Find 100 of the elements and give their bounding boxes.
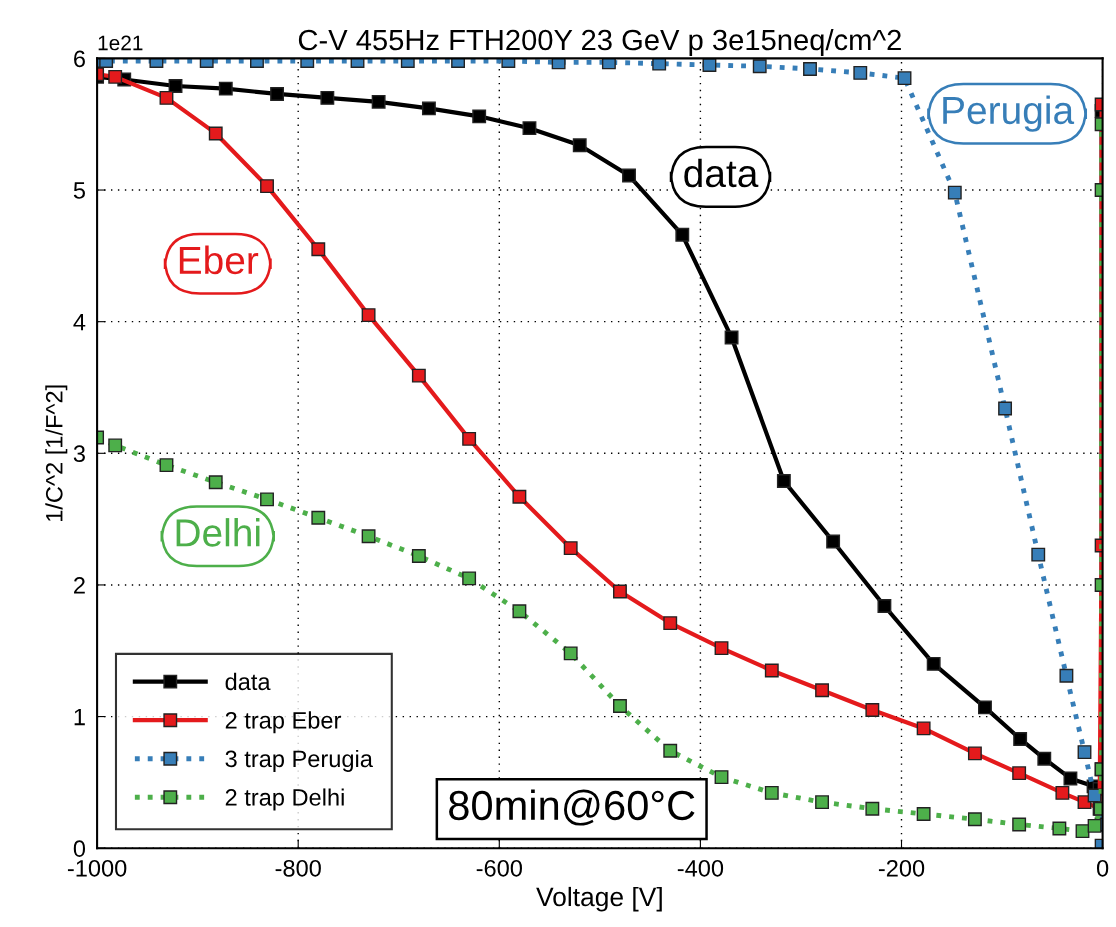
point [1055, 785, 1070, 800]
point [551, 58, 566, 70]
point [411, 549, 426, 563]
point [776, 474, 791, 488]
point [208, 126, 223, 141]
point [159, 458, 174, 473]
point [724, 330, 739, 345]
point [208, 475, 223, 490]
point [1075, 824, 1090, 839]
point [1059, 668, 1074, 683]
point [998, 401, 1013, 416]
x-tick-label: 0 [1096, 859, 1109, 877]
text: 1e21 [98, 35, 143, 51]
x-tick-label: -400 [677, 859, 724, 877]
point [421, 101, 436, 116]
annotation: Delhi [176, 518, 260, 547]
chart-title: C-V 455Hz FTH200Y 23 GeV p 3e15neq/cm^2 [298, 28, 901, 57]
point [916, 807, 931, 821]
point [826, 534, 841, 549]
point [563, 541, 578, 556]
point [916, 721, 931, 736]
point [803, 61, 817, 76]
legend-label: 2 trap Eber [225, 711, 342, 734]
point [702, 58, 717, 72]
point [168, 79, 183, 93]
point [714, 641, 729, 656]
point [1012, 766, 1027, 781]
point [675, 227, 690, 242]
point [472, 109, 487, 124]
point [462, 431, 477, 446]
point [311, 242, 326, 257]
point [601, 58, 616, 70]
point [1031, 547, 1046, 562]
point [260, 179, 274, 194]
point [512, 489, 527, 504]
point [512, 604, 527, 619]
point [714, 770, 729, 785]
point [522, 121, 537, 136]
point [613, 699, 627, 713]
x-tick-label: -600 [476, 859, 523, 877]
point [622, 168, 636, 183]
point [361, 529, 376, 544]
point [1013, 732, 1028, 746]
annotation: data [684, 158, 759, 188]
point [967, 812, 982, 827]
point [947, 185, 962, 200]
y-tick-label: 6 [74, 50, 85, 68]
annotation: Perugia [943, 95, 1075, 132]
point [361, 308, 376, 323]
point [563, 646, 578, 661]
point [371, 94, 386, 109]
point [865, 801, 880, 816]
point [108, 438, 123, 453]
point [815, 683, 830, 698]
point [1063, 771, 1078, 786]
point [663, 616, 678, 631]
x-tick-label: -1000 [67, 859, 127, 877]
point [1037, 751, 1052, 766]
legend-label: 3 trap Perugia [225, 749, 373, 772]
point [652, 58, 667, 71]
point [270, 86, 285, 101]
point [877, 599, 892, 613]
point [260, 492, 274, 507]
x-axis-title: Voltage [V] [536, 886, 662, 912]
point [967, 746, 982, 761]
point [978, 700, 992, 715]
point [1012, 817, 1027, 832]
point [926, 656, 941, 671]
point [764, 785, 779, 800]
point [613, 584, 627, 599]
y-tick-label: 2 [74, 577, 85, 594]
point [159, 90, 174, 105]
y-tick-label: 1 [74, 708, 85, 726]
point [853, 65, 868, 80]
point [865, 703, 880, 717]
legend-label: data [225, 672, 271, 691]
point [572, 138, 587, 153]
point [663, 743, 678, 758]
x-tick-label: -800 [275, 859, 321, 877]
x-tick-label: -200 [878, 859, 925, 877]
legend-label: 2 trap Delhi [225, 788, 344, 811]
point [897, 71, 912, 86]
point [1052, 821, 1067, 836]
point [218, 81, 233, 96]
y-tick-label: 4 [73, 313, 86, 331]
point [411, 368, 426, 383]
point [1077, 745, 1092, 760]
y-tick-label: 3 [73, 445, 85, 463]
annotation: Eber [179, 245, 259, 275]
point [320, 90, 335, 105]
annotation: 80min@60°C [449, 789, 695, 826]
point [764, 663, 779, 678]
point [752, 59, 767, 74]
point [815, 795, 830, 810]
point [311, 510, 326, 525]
y-tick-label: 5 [73, 182, 85, 199]
point [462, 571, 477, 586]
y-tick-label: 0 [73, 840, 86, 857]
point [108, 69, 123, 84]
y-axis-title: 1/C^2 [1/F^2] [45, 385, 68, 521]
